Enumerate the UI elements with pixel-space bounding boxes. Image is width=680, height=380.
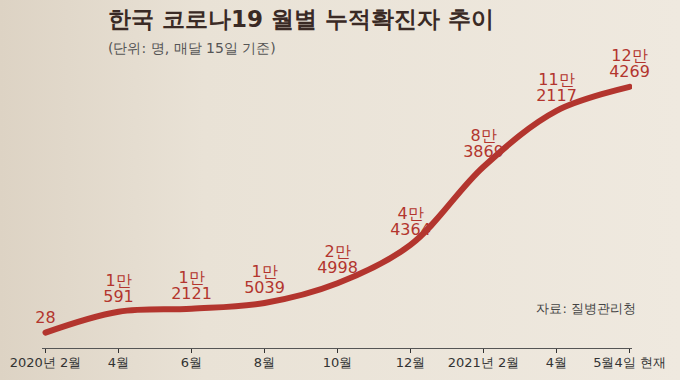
svg-text:2021년 2월: 2021년 2월 [448,355,520,370]
svg-text:4월: 4월 [546,355,567,370]
svg-text:8월: 8월 [254,355,275,370]
svg-text:6월: 6월 [181,355,202,370]
svg-text:4월: 4월 [108,355,129,370]
svg-text:1만5039: 1만5039 [244,262,285,297]
svg-text:12월: 12월 [396,355,426,370]
html-text:자료: 질병관리청: 자료: 질병관리청 [536,301,636,316]
svg-text:8만3869: 8만3869 [463,126,504,161]
svg-text:12만4269: 12만4269 [609,46,650,81]
html-text:(단위: 명, 매달 15일 기준): (단위: 명, 매달 15일 기준) [108,40,276,56]
svg-text:28: 28 [35,308,55,327]
svg-text:1만2121: 1만2121 [171,268,212,303]
svg-text:4만4364: 4만4364 [390,204,431,239]
svg-text:2020년 2월: 2020년 2월 [10,355,82,370]
html-text:한국 코로나19 월별 누적확진자 추이: 한국 코로나19 월별 누적확진자 추이 [108,6,494,32]
svg-text:5월4일 현재: 5월4일 현재 [593,355,666,370]
svg-text:1만591: 1만591 [103,271,134,306]
svg-text:11만2117: 11만2117 [536,70,577,105]
svg-text:2만4998: 2만4998 [317,242,358,277]
svg-text:10월: 10월 [323,355,353,370]
